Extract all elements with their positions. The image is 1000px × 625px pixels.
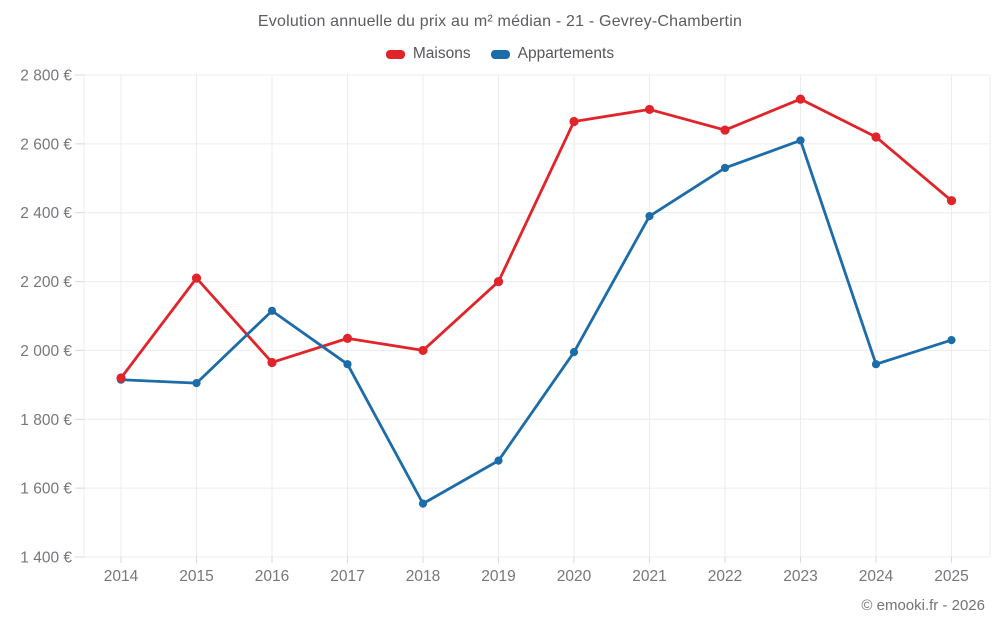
chart-legend: Maisons Appartements <box>0 45 1000 63</box>
x-axis-label: 2020 <box>557 568 592 585</box>
y-axis-label: 2 400 € <box>20 205 72 222</box>
point-maisons-2020[interactable] <box>569 116 579 127</box>
y-axis-label: 2 600 € <box>20 136 72 153</box>
point-appartements-2019[interactable] <box>494 456 503 465</box>
y-axis-label: 1 600 € <box>20 481 72 498</box>
x-axis-label: 2014 <box>104 568 139 585</box>
series-points <box>116 94 957 508</box>
x-axis-label: 2025 <box>934 568 968 585</box>
watermark-credit: © emooki.fr - 2026 <box>861 597 985 614</box>
y-axis-label: 1 400 € <box>20 550 72 567</box>
legend-item-appartements[interactable]: Appartements <box>490 45 615 63</box>
point-appartements-2021[interactable] <box>645 212 654 221</box>
appartements-swatch-icon <box>490 49 510 59</box>
point-appartements-2022[interactable] <box>720 163 730 173</box>
line-maisons <box>119 97 953 380</box>
maisons-swatch-icon <box>385 49 405 59</box>
point-maisons-2019[interactable] <box>493 276 504 287</box>
point-appartements-2018[interactable] <box>418 499 428 508</box>
point-appartements-2020[interactable] <box>569 348 579 357</box>
x-axis-label: 2017 <box>330 568 364 585</box>
gridlines <box>83 74 991 558</box>
point-maisons-2025[interactable] <box>946 196 957 206</box>
x-axis-label: 2018 <box>406 568 440 585</box>
point-maisons-2017[interactable] <box>342 333 353 343</box>
legend-label-maisons: Maisons <box>412 45 471 62</box>
point-appartements-2025[interactable] <box>947 336 956 345</box>
point-maisons-2016[interactable] <box>267 357 277 368</box>
y-axis-label: 2 800 € <box>20 68 72 85</box>
y-axis-label: 1 800 € <box>20 412 72 429</box>
point-appartements-2023[interactable] <box>796 136 805 145</box>
point-maisons-2022[interactable] <box>720 125 730 135</box>
x-axis-label: 2022 <box>708 568 742 585</box>
point-appartements-2015[interactable] <box>192 379 201 388</box>
x-axis-label: 2024 <box>859 568 894 585</box>
y-axis-label: 2 200 € <box>20 274 72 291</box>
x-axis-label: 2023 <box>783 568 817 585</box>
x-axis-label: 2015 <box>179 568 213 585</box>
point-appartements-2017[interactable] <box>343 360 352 369</box>
line-appartements <box>119 139 953 506</box>
x-axis-label: 2021 <box>632 568 666 585</box>
chart-title: Evolution annuelle du prix au m² médian … <box>257 13 743 30</box>
x-axis-label: 2016 <box>255 568 289 585</box>
point-appartements-2016[interactable] <box>267 306 277 315</box>
point-maisons-2015[interactable] <box>191 273 202 283</box>
point-maisons-2023[interactable] <box>795 94 806 104</box>
point-appartements-2024[interactable] <box>871 360 881 369</box>
axis-ticks <box>75 74 952 563</box>
series-lines <box>119 97 953 506</box>
y-axis-label: 2 000 € <box>20 343 72 360</box>
point-maisons-2021[interactable] <box>644 104 655 115</box>
x-axis-label: 2019 <box>481 568 515 585</box>
point-maisons-2024[interactable] <box>871 132 881 142</box>
legend-item-maisons[interactable]: Maisons <box>385 45 471 63</box>
axis-labels: 1 400 € 1 600 € 1 800 € 2 000 € 2 200 € 2 400… <box>20 68 968 586</box>
point-maisons-2014[interactable] <box>116 373 126 383</box>
point-maisons-2018[interactable] <box>418 345 428 356</box>
legend-label-appartements: Appartements <box>517 45 615 62</box>
